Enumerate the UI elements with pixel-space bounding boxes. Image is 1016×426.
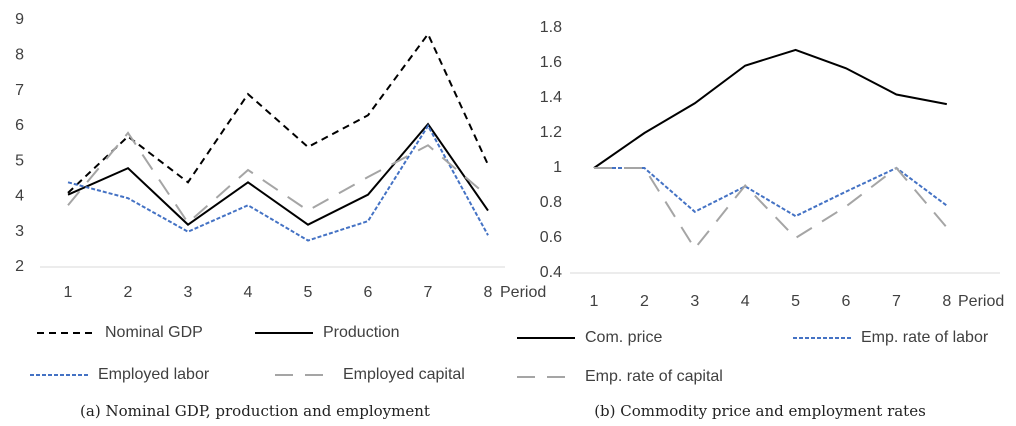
y-tick-label: 1.8 [540,19,562,36]
y-tick-label: 5 [15,152,24,169]
legend-label: Emp. rate of capital [585,368,723,385]
x-tick-label: 7 [892,293,901,310]
y-tick-label: 0.4 [540,264,562,281]
y-tick-label: 1.6 [540,54,562,71]
x-tick-label: 2 [640,293,649,310]
line-series [593,48,947,169]
line-series [594,166,948,251]
x-tick-label: 1 [64,284,73,301]
legend-label: Production [323,324,400,341]
y-tick-label: 0.6 [540,229,562,246]
x-axis-label: Period [958,293,1004,310]
caption: (b) Commodity price and employment rates [594,402,926,420]
x-tick-label: 8 [942,293,951,310]
y-tick-label: 2 [15,258,24,275]
x-tick-label: 5 [791,293,800,310]
x-tick-label: 1 [590,293,599,310]
legend-label: Nominal GDP [105,324,203,341]
y-tick-label: 8 [15,47,24,64]
legend-label: Emp. rate of labor [861,329,989,346]
line-series [67,131,489,225]
y-tick-label: 0.8 [540,194,562,211]
x-tick-label: 7 [424,284,433,301]
x-tick-label: 6 [364,284,373,301]
line-series [67,32,489,194]
x-tick-label: 6 [842,293,851,310]
x-tick-label: 4 [244,284,253,301]
y-tick-label: 1.4 [540,89,562,106]
y-tick-label: 3 [15,223,24,240]
line-series [594,166,948,218]
legend-label: Employed capital [343,366,465,383]
x-tick-label: 3 [690,293,699,310]
legend-label: Com. price [585,329,662,346]
y-tick-label: 9 [15,11,24,28]
y-tick-label: 4 [15,188,24,205]
y-tick-label: 7 [15,82,24,99]
x-tick-label: 2 [124,284,133,301]
y-tick-label: 6 [15,117,24,134]
x-tick-label: 4 [741,293,750,310]
y-tick-label: 1 [553,159,562,176]
line-series [67,123,489,242]
x-tick-label: 5 [304,284,313,301]
x-tick-label: 3 [184,284,193,301]
x-tick-label: 8 [484,284,493,301]
caption: (a) Nominal GDP, production and employme… [80,402,430,420]
legend-label: Employed labor [98,366,210,383]
y-tick-label: 1.2 [540,124,562,141]
line-series [67,122,489,226]
x-axis-label: Period [500,284,546,301]
